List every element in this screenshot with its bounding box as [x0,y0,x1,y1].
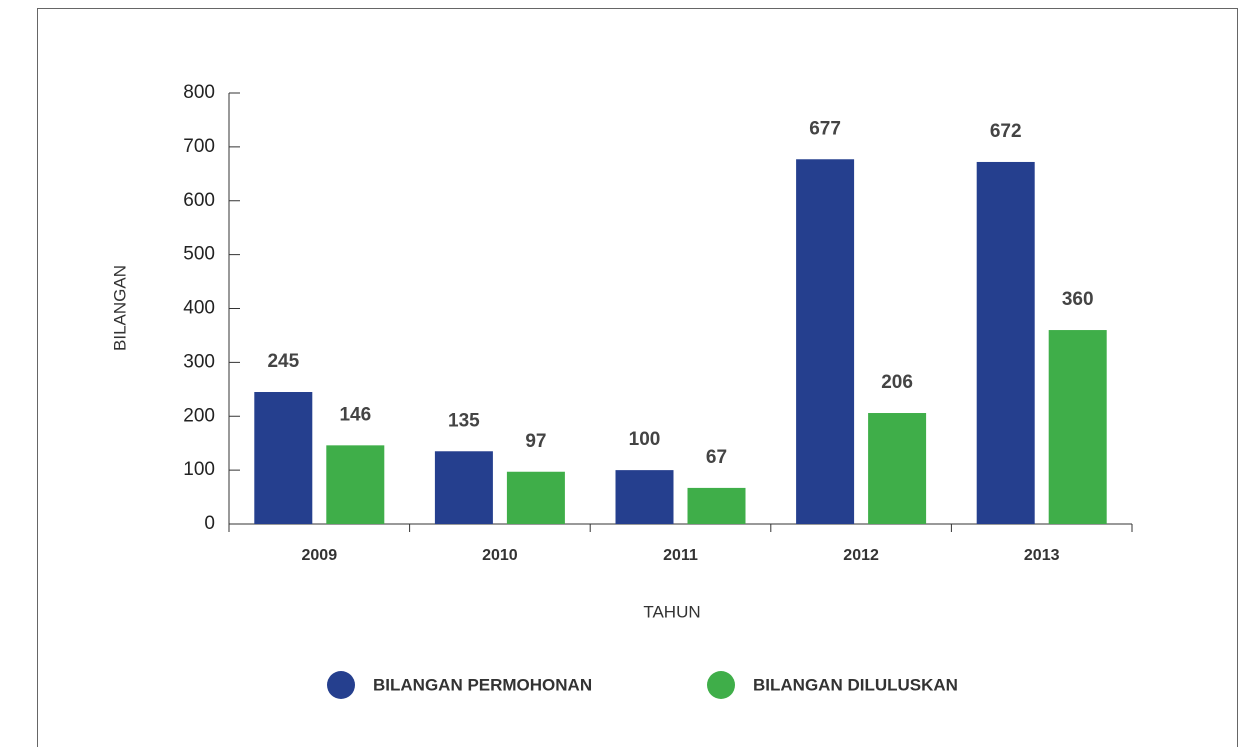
bar [434,451,493,524]
bar [976,161,1035,524]
value-label: 67 [706,447,727,468]
y-tick-label: 800 [183,82,215,103]
y-tick-label: 200 [183,405,215,426]
bar [868,413,927,524]
x-tick-label: 2009 [302,547,338,564]
y-tick-label: 500 [183,244,215,265]
y-tick-label: 100 [183,459,215,480]
y-tick-label: 400 [183,298,215,319]
bar [254,392,313,524]
y-tick-label: 600 [183,190,215,211]
y-tick-label: 700 [183,136,215,157]
legend-label: BILANGAN PERMOHONAN [373,675,592,694]
y-tick-label: 0 [204,513,215,534]
value-label: 135 [448,410,480,431]
value-label: 245 [267,351,299,372]
bar [326,445,385,524]
legend-swatch [327,671,355,699]
legend-label: BILANGAN DILULUSKAN [753,675,958,694]
x-axis-title: TAHUN [643,602,700,621]
x-tick-label: 2013 [1024,547,1060,564]
bar [1048,330,1107,524]
value-label: 100 [629,429,661,450]
y-axis-title: BILANGAN [110,265,129,351]
y-tick-label: 300 [183,351,215,372]
value-label: 677 [809,118,841,139]
bar [796,159,855,525]
value-label: 97 [525,431,546,452]
value-label: 206 [881,372,913,393]
value-label: 360 [1062,289,1094,310]
legend-swatch [707,671,735,699]
x-tick-label: 2010 [482,547,518,564]
value-label: 672 [990,121,1022,142]
bar [615,470,674,524]
frame [37,8,1238,747]
value-label: 146 [339,404,371,425]
bar [506,471,565,524]
bar [687,487,746,524]
x-tick-label: 2011 [663,547,698,564]
x-tick-label: 2012 [843,547,879,564]
